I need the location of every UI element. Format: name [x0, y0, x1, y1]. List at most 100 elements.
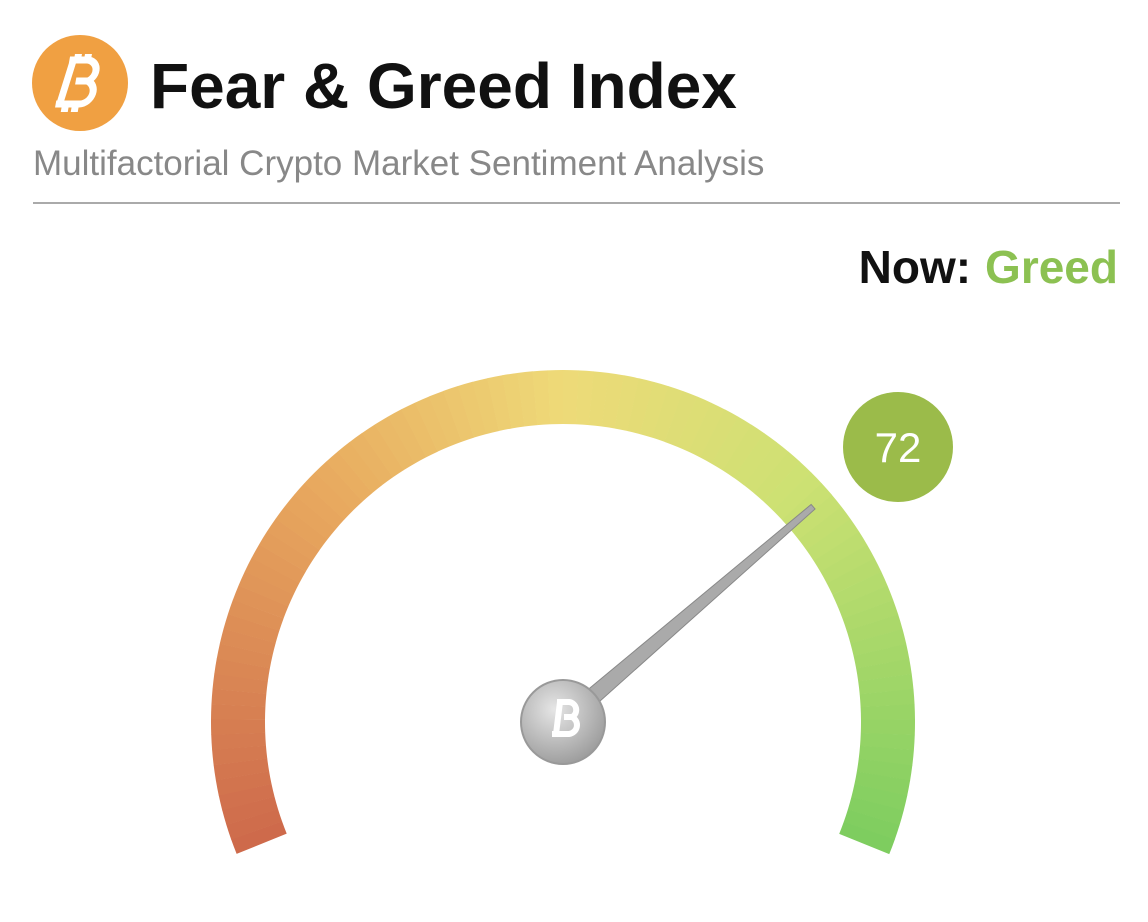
hub-glyph [552, 699, 580, 737]
arc-segment [219, 628, 276, 656]
arc-segment [853, 643, 910, 669]
arc-segment [839, 821, 895, 855]
arc-segment [843, 809, 900, 840]
arc-segment [222, 796, 279, 826]
arc-segment [443, 386, 475, 442]
arc-segment [722, 424, 765, 478]
arc-segment [846, 614, 903, 644]
arc-segment [588, 371, 610, 427]
arc-segment [349, 432, 393, 486]
arc-segment [563, 370, 579, 425]
arc-segment [361, 424, 404, 478]
arc-segment [275, 506, 328, 551]
arc-segment [790, 494, 842, 540]
arc-segment [798, 506, 851, 551]
arc-segment [244, 557, 300, 595]
arc-segment [414, 396, 450, 452]
arc-segment [837, 585, 894, 619]
arc-segment [851, 784, 908, 811]
needle-hub [520, 679, 606, 765]
arc-segment [487, 375, 512, 432]
arc-segment [860, 719, 915, 736]
arc-segment [860, 704, 915, 721]
arc-segment [753, 451, 801, 502]
arc-segment [213, 758, 270, 781]
arc-segment [847, 796, 904, 826]
gauge-arc [211, 369, 915, 855]
arc-segment [294, 483, 345, 530]
arc-segment [214, 658, 270, 682]
arc-segment [832, 571, 888, 607]
arc-segment [212, 745, 268, 766]
arc-segment [238, 571, 294, 607]
arc-segment [842, 599, 899, 632]
arc-segment [532, 370, 551, 426]
arc-segment [652, 386, 684, 442]
arc-segment [813, 531, 868, 573]
arc-segment [639, 381, 669, 438]
arc-segment [601, 372, 625, 429]
arc-segment [226, 808, 283, 840]
arc-segment [304, 472, 354, 520]
arc-segment [211, 688, 267, 707]
arc-segment [337, 441, 383, 494]
arc-segment [743, 442, 789, 494]
arc-segment [218, 783, 275, 811]
status-line: Now: Greed [859, 241, 1118, 293]
arc-segment [547, 369, 564, 425]
arc-segment [806, 518, 860, 561]
arc-segment [212, 673, 268, 695]
arc-segment [627, 378, 655, 435]
arc-segment [232, 585, 289, 619]
arc-segment [664, 391, 698, 447]
arc-segment [428, 390, 462, 447]
subtitle: Multifactorial Crypto Market Sentiment A… [33, 144, 764, 183]
arc-segment [575, 370, 594, 426]
arc-segment [216, 643, 273, 669]
arc-segment [284, 494, 336, 540]
arc-segment [850, 628, 907, 657]
arc-segment [772, 472, 822, 521]
arc-segment [858, 745, 914, 766]
arc-segment [211, 703, 266, 720]
status-label: Now: [859, 241, 971, 293]
arc-segment [700, 409, 739, 464]
arc-segment [326, 451, 373, 502]
arc-segment [733, 433, 777, 486]
value-badge [843, 392, 953, 502]
arc-segment [502, 372, 525, 429]
arc-segment [820, 544, 875, 584]
title: Fear & Greed Index [150, 50, 737, 122]
arc-segment [860, 732, 915, 751]
arc-segment [314, 461, 363, 511]
arc-segment [457, 381, 487, 438]
arc-segment [387, 409, 427, 464]
arc-segment [211, 719, 266, 735]
arc-segment [401, 402, 438, 458]
arc-segment [231, 821, 287, 854]
arc-segment [374, 416, 415, 471]
logo [32, 35, 128, 131]
arc-segment [826, 557, 882, 595]
arc-segment [266, 518, 320, 561]
arc-segment [251, 544, 306, 584]
arc-segment [858, 673, 914, 695]
arc-segment [676, 396, 712, 452]
arc-segment [211, 732, 266, 751]
arc-segment [223, 613, 280, 644]
arc-segment [517, 371, 538, 427]
status: Greed [985, 241, 1118, 293]
arc-segment [688, 402, 726, 458]
arc-segment [227, 599, 284, 631]
arc-segment [859, 689, 915, 708]
arc-segment [215, 771, 272, 796]
logo-glyph [55, 54, 100, 112]
arc-segment [472, 378, 500, 435]
arc-segment [854, 771, 911, 796]
value-label: 72 [875, 424, 922, 471]
arc-segment [711, 416, 752, 471]
arc-segment [763, 461, 812, 511]
arc-segment [856, 758, 913, 781]
